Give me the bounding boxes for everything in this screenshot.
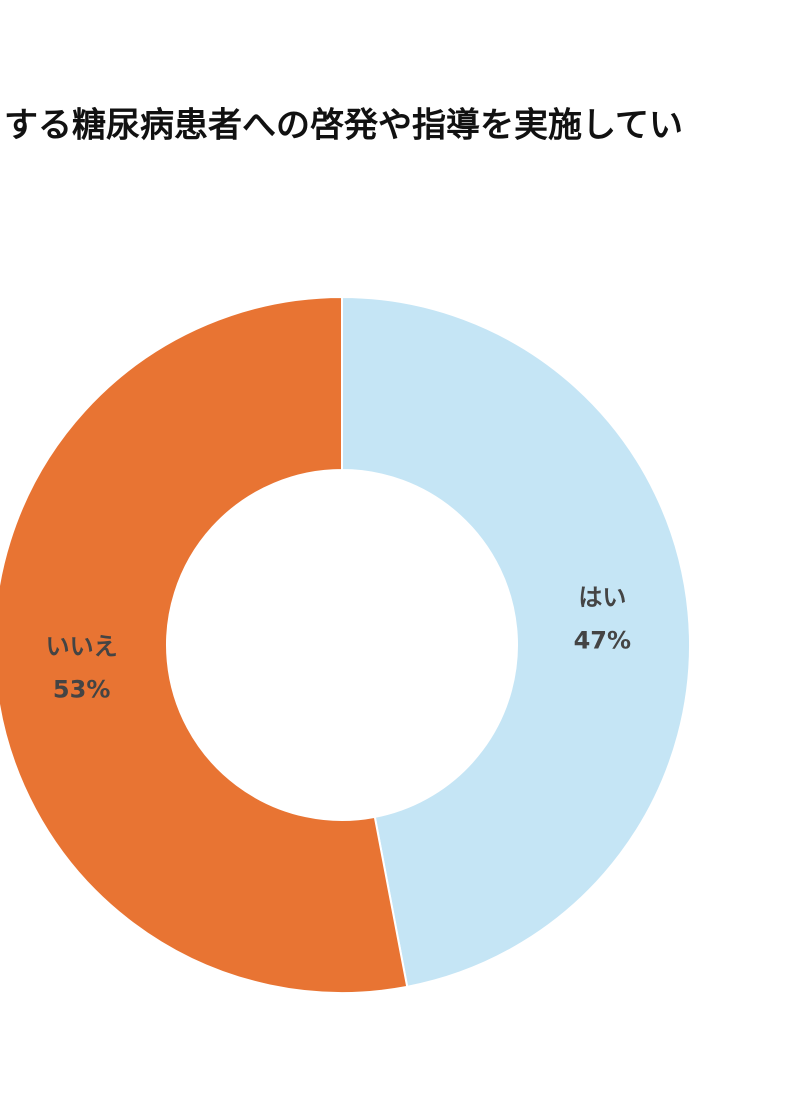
slice-category-label: はい: [578, 583, 626, 611]
donut-slice: [341, 295, 691, 989]
slice-value-label: 53%: [53, 676, 110, 704]
slice-value-label: 47%: [574, 626, 631, 654]
chart-title: する糖尿病患者への啓発や指導を実施してい: [4, 106, 683, 146]
donut-slice: [0, 295, 409, 994]
slice-category-label: いいえ: [46, 633, 118, 661]
